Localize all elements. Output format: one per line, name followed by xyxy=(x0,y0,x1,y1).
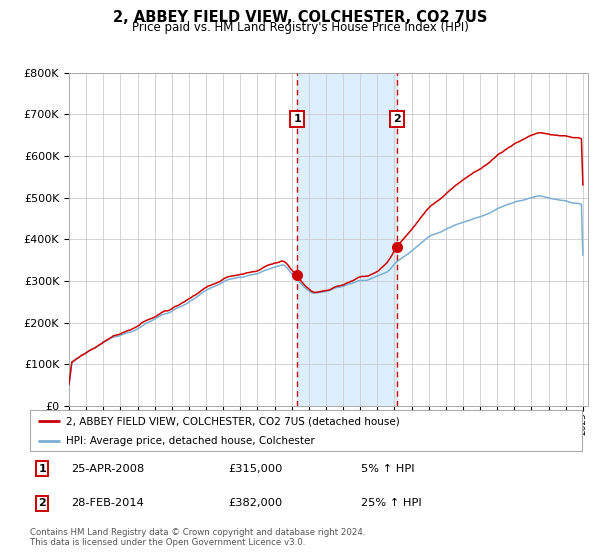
Text: 25-APR-2008: 25-APR-2008 xyxy=(71,464,145,474)
Bar xyxy=(297,73,397,406)
Text: £382,000: £382,000 xyxy=(229,498,283,508)
Text: Price paid vs. HM Land Registry's House Price Index (HPI): Price paid vs. HM Land Registry's House … xyxy=(131,21,469,34)
Text: 1: 1 xyxy=(38,464,46,474)
Text: HPI: Average price, detached house, Colchester: HPI: Average price, detached house, Colc… xyxy=(66,436,314,446)
Text: 2, ABBEY FIELD VIEW, COLCHESTER, CO2 7US: 2, ABBEY FIELD VIEW, COLCHESTER, CO2 7US xyxy=(113,10,487,25)
Text: £315,000: £315,000 xyxy=(229,464,283,474)
Text: 25% ↑ HPI: 25% ↑ HPI xyxy=(361,498,422,508)
Text: 1: 1 xyxy=(293,114,301,124)
Text: 2: 2 xyxy=(38,498,46,508)
Text: 2: 2 xyxy=(394,114,401,124)
Text: 5% ↑ HPI: 5% ↑ HPI xyxy=(361,464,415,474)
Text: Contains HM Land Registry data © Crown copyright and database right 2024.
This d: Contains HM Land Registry data © Crown c… xyxy=(30,528,365,547)
Text: 2, ABBEY FIELD VIEW, COLCHESTER, CO2 7US (detached house): 2, ABBEY FIELD VIEW, COLCHESTER, CO2 7US… xyxy=(66,417,400,426)
FancyBboxPatch shape xyxy=(30,410,582,451)
Text: 28-FEB-2014: 28-FEB-2014 xyxy=(71,498,144,508)
